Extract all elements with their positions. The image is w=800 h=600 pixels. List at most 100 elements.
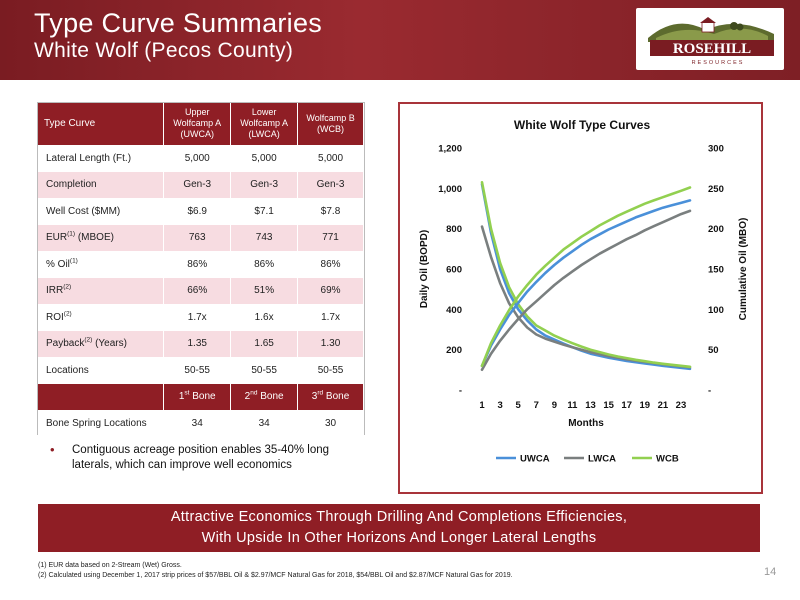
col-header-uwca: Upper Wolfcamp A (UWCA) [163, 103, 232, 146]
table-cell: 34 [163, 410, 232, 437]
table-cell: 771 [297, 224, 364, 252]
legend-label: UWCA [520, 454, 550, 465]
series-line-uwca-cum [480, 199, 692, 368]
legend-label: LWCA [588, 454, 616, 465]
y-tick-label: 400 [446, 305, 462, 316]
x-tick-label: 7 [534, 400, 539, 411]
table-cell: $7.8 [297, 198, 364, 225]
x-tick-label: 17 [621, 400, 632, 411]
row-label: Payback(2) (Years) [38, 330, 165, 358]
row-label: Completion [38, 171, 165, 199]
bone-header-cell: 1st Bone [163, 383, 232, 411]
page-number: 14 [764, 566, 777, 578]
table-cell: 1.65 [230, 330, 299, 358]
type-curve-chart: White Wolf Type Curves - 200 400 600 800 1,000… [398, 102, 763, 494]
table-row: ROI(2) 1.7x 1.6x 1.7x [38, 304, 364, 331]
y2-tick-label: - [708, 386, 711, 397]
x-tick-label: 21 [658, 400, 669, 411]
series-line-uwca-rate [480, 183, 692, 371]
table-cell: 51% [230, 277, 299, 305]
table-cell: 1.7x [163, 304, 232, 331]
y2-tick-label: 300 [708, 144, 724, 155]
col-header-lwca: Lower Wolfcamp A (LWCA) [230, 103, 299, 146]
table-row: EUR(1) (MBOE) 763 743 771 [38, 224, 364, 252]
y2-tick-label: 150 [708, 265, 724, 276]
bone-header-cell: 2nd Bone [230, 383, 299, 411]
table-cell: 86% [230, 251, 299, 278]
table-cell: 69% [297, 277, 364, 305]
y2-tick-label: 100 [708, 305, 724, 316]
bullet-text: Contiguous acreage position enables 35-4… [72, 444, 330, 471]
table-cell: 1.30 [297, 330, 364, 358]
row-label: EUR(1) (MBOE) [38, 224, 165, 252]
x-tick-label: 3 [497, 400, 502, 411]
table-row: Lateral Length (Ft.) 5,000 5,000 5,000 [38, 145, 364, 172]
table-row: Completion Gen-3 Gen-3 Gen-3 [38, 171, 364, 199]
y-tick-label: 800 [446, 224, 462, 235]
table-row: % Oil(1) 86% 86% 86% [38, 251, 364, 278]
chart-svg: White Wolf Type Curves - 200 400 600 800 1,000… [419, 118, 749, 465]
table-row: Payback(2) (Years) 1.35 1.65 1.30 [38, 330, 364, 358]
chart-title: White Wolf Type Curves [514, 118, 651, 132]
table-cell: Gen-3 [230, 171, 299, 199]
row-label: ROI(2) [38, 304, 165, 331]
table-cell: 50-55 [163, 357, 232, 384]
table-cell: 1.6x [230, 304, 299, 331]
y-tick-label: - [459, 386, 462, 397]
table-row: Locations 50-55 50-55 50-55 [38, 357, 364, 384]
x-tick-label: 9 [552, 400, 557, 411]
x-axis-label: Months [568, 418, 604, 429]
x-tick-label: 15 [603, 400, 614, 411]
footnotes: (1) EUR data based on 2-Stream (Wet) Gro… [38, 561, 513, 581]
y-tick-label: 600 [446, 265, 462, 276]
bone-header-empty [38, 383, 165, 411]
logo-wordmark: ROSEHILL [673, 41, 751, 57]
page-subtitle: White Wolf (Pecos County) [34, 39, 294, 62]
y2-tick-label: 250 [708, 184, 724, 195]
y2-tick-label: 50 [708, 345, 719, 356]
table-cell: 5,000 [163, 145, 232, 172]
table-cell: Gen-3 [163, 171, 232, 199]
table-cell: $6.9 [163, 198, 232, 225]
series-line-wcb-cum [480, 186, 692, 368]
table-cell: 5,000 [230, 145, 299, 172]
banner-line-1: Attractive Economics Through Drilling An… [170, 509, 628, 525]
bullet-dot-icon: • [50, 442, 55, 457]
series-line-lwca-cum [480, 209, 692, 372]
row-label: % Oil(1) [38, 251, 165, 278]
banner-line-2: With Upside In Other Horizons And Longer… [201, 530, 597, 546]
table-cell: 1.35 [163, 330, 232, 358]
page-title: Type Curve Summaries [34, 8, 323, 38]
table-cell: 30 [297, 410, 364, 437]
series-line-wcb-rate [480, 181, 692, 369]
table-cell: 1.7x [297, 304, 364, 331]
table-cell: 66% [163, 277, 232, 305]
footnote-2: (2) Calculated using December 1, 2017 st… [38, 572, 513, 579]
x-tick-label: 5 [516, 400, 522, 411]
table-cell: 86% [163, 251, 232, 278]
y-tick-label: 1,200 [438, 144, 462, 155]
bone-header-row: 1st Bone 2nd Bone 3rd Bone [38, 383, 364, 411]
table-cell: 34 [230, 410, 299, 437]
y2-tick-label: 200 [708, 224, 724, 235]
table-row-bone-spring: Bone Spring Locations 34 34 30 [38, 410, 364, 437]
y-tick-label: 1,000 [438, 184, 462, 195]
col-header-type-curve: Type Curve [38, 103, 165, 146]
row-label: Bone Spring Locations [38, 410, 165, 437]
legend-label: WCB [656, 454, 679, 465]
x-tick-label: 19 [639, 400, 650, 411]
col-header-wcb: Wolfcamp B (WCB) [297, 103, 364, 146]
table-header-row: Type Curve Upper Wolfcamp A (UWCA) Lower Wo… [38, 103, 364, 146]
y2-axis-label: Cumulative Oil (MBO) [738, 218, 749, 321]
row-label: Well Cost ($MM) [38, 198, 165, 225]
x-tick-label: 13 [585, 400, 596, 411]
row-label: Lateral Length (Ft.) [38, 145, 165, 172]
x-tick-label: 1 [479, 400, 485, 411]
y-tick-label: 200 [446, 345, 462, 356]
row-label: Locations [38, 357, 165, 384]
footnote-1: (1) EUR data based on 2-Stream (Wet) Gro… [38, 562, 182, 569]
table-cell: 86% [297, 251, 364, 278]
y-axis-label: Daily Oil (BOPD) [419, 230, 430, 308]
x-tick-label: 11 [567, 400, 578, 411]
logo-tagline: RESOURCES [692, 60, 745, 66]
